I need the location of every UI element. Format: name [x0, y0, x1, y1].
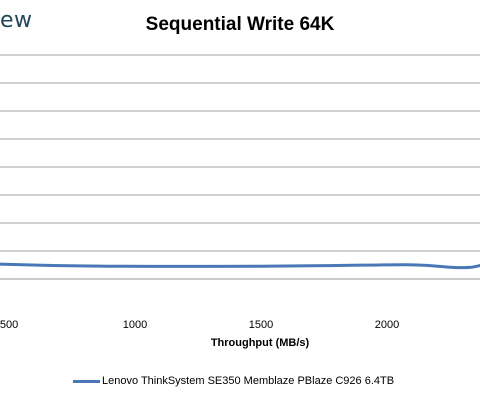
x-tick-label: 1500	[249, 319, 273, 331]
x-tick-label: 1000	[123, 319, 147, 331]
x-tick-labels: 500 1000 1500 2000	[0, 319, 399, 331]
series-line	[0, 262, 480, 270]
gridlines	[0, 54, 480, 280]
legend-swatch	[73, 379, 100, 383]
legend: Lenovo ThinkSystem SE350 Memblaze PBlaze…	[73, 375, 394, 387]
x-tick-label: 500	[0, 319, 18, 331]
chart-title: Sequential Write 64K	[145, 14, 335, 35]
x-tick-label: 2000	[375, 319, 399, 331]
x-axis-label: Throughput (MB/s)	[210, 337, 310, 349]
legend-label: Lenovo ThinkSystem SE350 Memblaze PBlaze…	[102, 375, 395, 387]
logo-text-fragment: ew	[0, 8, 33, 33]
